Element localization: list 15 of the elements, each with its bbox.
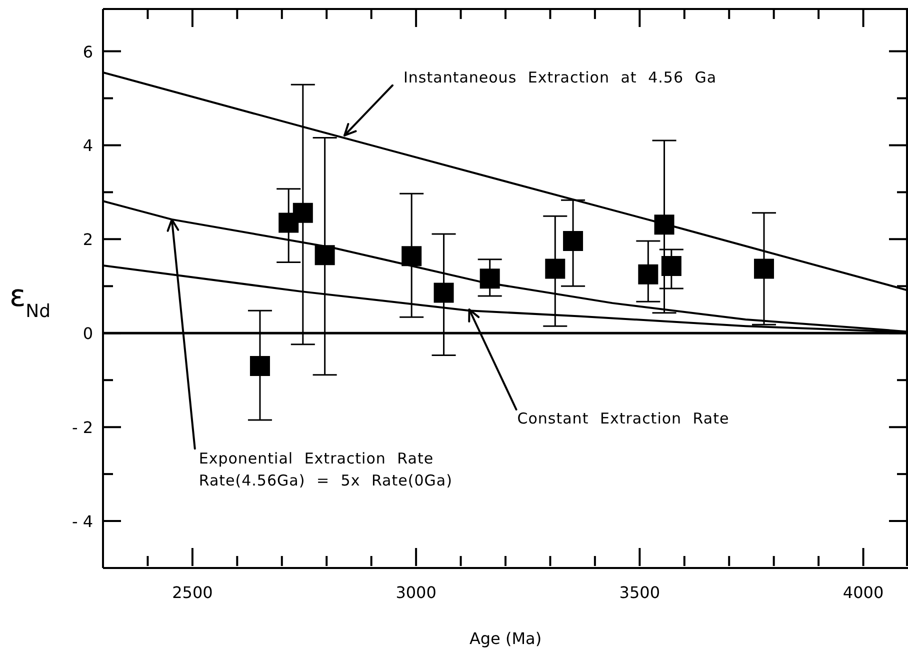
x-tick-label: 3500 (619, 583, 660, 602)
y-tick-label: 6 (82, 42, 93, 62)
x-tick-label: 3000 (396, 583, 436, 602)
x-tick-label: 4000 (842, 583, 884, 602)
x-axis-title: Age (Ma) (469, 629, 542, 648)
annotation: Instantaneous Extraction at 4.56 Ga (404, 68, 717, 86)
y-tick-label: - 4 (72, 512, 93, 532)
y-tick-label: 0 (82, 324, 93, 344)
x-tick-label: 2500 (172, 583, 213, 602)
y-axis-title: ε$_{Nd}$ (9, 279, 51, 322)
annotation: Constant Extraction Rate (517, 410, 730, 428)
y-tick-label: 4 (82, 136, 93, 156)
y-tick-label: 2 (82, 230, 93, 250)
y-tick-label: - 2 (72, 418, 93, 438)
annotation: Exponential Extraction Rate Rate(4.56Ga) = 5x Rate(0Ga) (198, 450, 452, 490)
